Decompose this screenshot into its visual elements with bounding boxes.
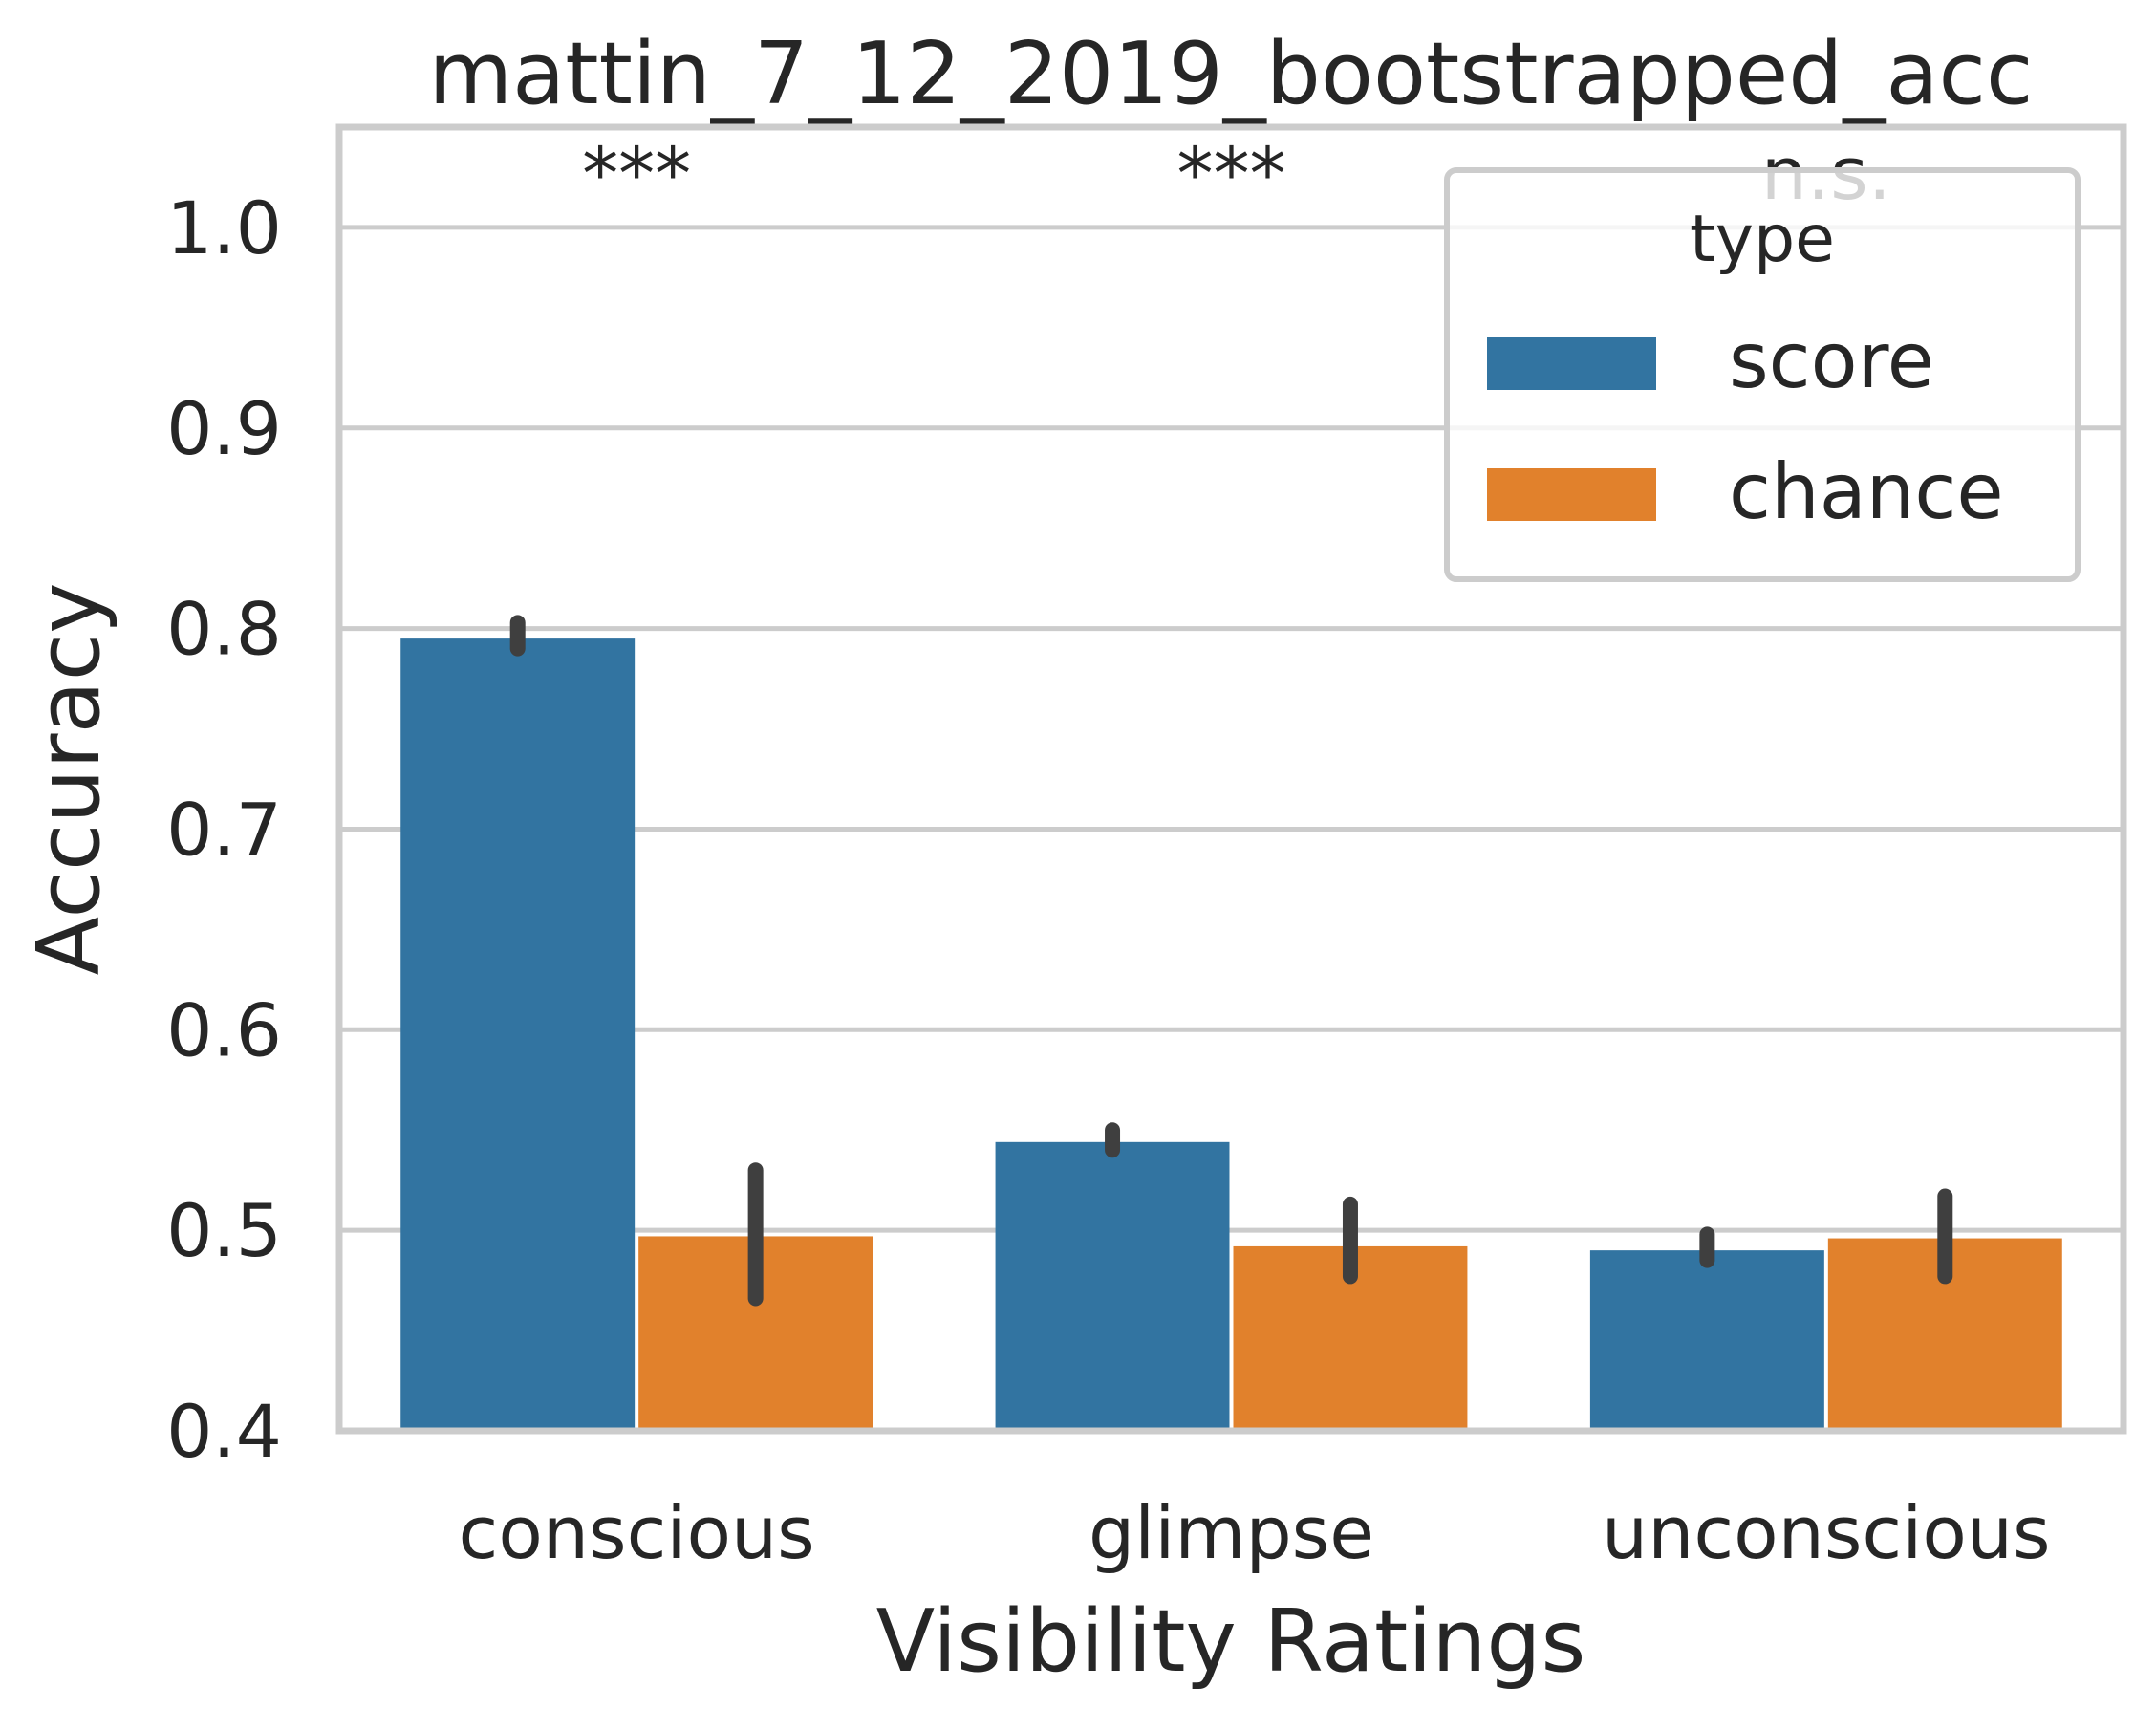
y-tick-label: 0.8 <box>166 587 282 672</box>
plot-frame <box>335 123 2127 1435</box>
x-tick-label: conscious <box>459 1490 815 1575</box>
legend-items: score chance <box>1487 316 2004 536</box>
legend-swatch-chance <box>1487 468 1656 521</box>
significance-label: *** <box>582 131 691 216</box>
y-axis-label: Accuracy <box>19 583 119 976</box>
y-tick-label: 0.7 <box>166 787 282 872</box>
legend: type score chance <box>1444 167 2081 582</box>
x-axis-label: Visibility Ratings <box>876 1591 1586 1692</box>
legend-label-score: score <box>1729 316 1934 405</box>
y-tick-label: 0.6 <box>166 987 282 1072</box>
x-tick-label: glimpse <box>1089 1490 1374 1575</box>
legend-title: type <box>1690 202 1835 277</box>
bar-score-conscious <box>400 638 636 1431</box>
significance-label: *** <box>1177 131 1286 216</box>
y-tick-label: 0.5 <box>166 1188 282 1273</box>
y-tick-label: 0.4 <box>166 1389 282 1474</box>
x-tick-labels: conscious glimpse unconscious <box>459 1490 2051 1575</box>
legend-swatch-score <box>1487 337 1656 390</box>
legend-label-chance: chance <box>1729 447 2004 536</box>
gridlines <box>339 225 2124 1434</box>
error-bars <box>509 615 1953 1307</box>
y-tick-label: 1.0 <box>166 185 282 270</box>
y-tick-labels: 0.4 0.5 0.6 0.7 0.8 0.9 1.0 <box>166 185 282 1474</box>
y-tick-label: 0.9 <box>166 386 282 471</box>
bar-score-unconscious <box>1589 1250 1824 1431</box>
chart-title: mattin_7_12_2019_bootstrapped_acc <box>428 24 2033 124</box>
bar-score-glimpse <box>995 1141 1230 1431</box>
bars <box>400 638 2062 1431</box>
x-tick-label: unconscious <box>1602 1490 2051 1575</box>
